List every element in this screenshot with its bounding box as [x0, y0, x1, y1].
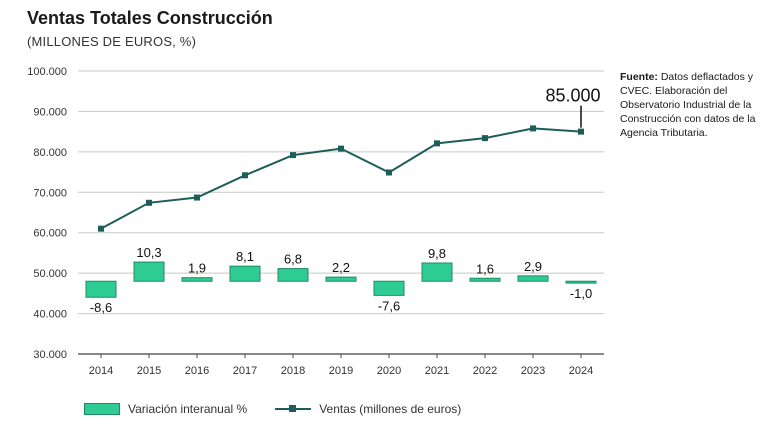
- bar-data-label: -8,6: [90, 300, 112, 315]
- x-tick-label: 2023: [521, 365, 545, 377]
- bar: [517, 275, 549, 282]
- annotation-label: 85.000: [545, 86, 600, 106]
- legend-line-swatch: [275, 403, 312, 415]
- legend-line-label: Ventas (millones de euros): [319, 402, 462, 416]
- grid: [78, 70, 604, 355]
- bar-data-label: 6,8: [284, 252, 302, 267]
- y-tick-label: 80.000: [33, 147, 67, 159]
- line-marker: [98, 225, 104, 232]
- bar-data-label: 1,9: [188, 261, 206, 276]
- bar: [469, 277, 501, 282]
- bar-labels: -8,6 10,3 1,9 8,1 6,8 2,2 -7,6 9,8 1,6 2,9 -1,0: [90, 245, 592, 315]
- chart-subtitle: (MILLONES DE EUROS, %): [27, 34, 197, 49]
- annotation: 85.000: [545, 86, 601, 128]
- bar-data-label: 1,6: [476, 261, 494, 276]
- bar: [133, 261, 165, 282]
- legend-bar-swatch: [84, 403, 120, 415]
- bar-data-label: 8,1: [236, 249, 254, 264]
- bar-data-label: 9,8: [428, 246, 446, 261]
- y-tick-label: 90.000: [33, 106, 67, 118]
- x-axis: 2014 2015 2016 2017 2018 2019 2020 2021 2022 2023…: [89, 354, 593, 377]
- bar: [565, 280, 597, 284]
- x-tick-label: 2014: [89, 365, 113, 377]
- line-marker: [242, 172, 248, 179]
- bar: [325, 276, 357, 282]
- y-tick-label: 60.000: [33, 228, 67, 240]
- line-marker: [290, 152, 296, 159]
- line-marker: [386, 169, 392, 176]
- x-tick-label: 2017: [233, 365, 257, 377]
- bar: [277, 268, 309, 282]
- y-tick-label: 70.000: [33, 187, 67, 199]
- bar: [229, 265, 261, 282]
- legend-bars-label: Variación interanual %: [128, 402, 248, 416]
- line-marker: [338, 145, 344, 152]
- x-tick-label: 2024: [569, 365, 593, 377]
- y-tick-label: 100.000: [27, 66, 67, 78]
- y-tick-label: 30.000: [33, 349, 67, 361]
- bar: [373, 280, 405, 296]
- source-label: Fuente:: [620, 71, 658, 83]
- x-tick-label: 2018: [281, 365, 305, 377]
- legend-item-bars: Variación interanual %: [84, 402, 247, 416]
- line-marker: [146, 199, 152, 206]
- bar-series: [85, 261, 597, 298]
- x-tick-label: 2022: [473, 365, 497, 377]
- bar-data-label: -1,0: [570, 286, 592, 301]
- line-series: [98, 125, 584, 232]
- source-note: Fuente: Datos deflactados y CVEC. Elabor…: [620, 70, 760, 140]
- x-tick-label: 2015: [137, 365, 161, 377]
- bar-data-label: -7,6: [378, 298, 400, 313]
- line-marker: [482, 135, 488, 142]
- y-axis: 30.000 40.000 50.000 60.000 70.000 80.000 90.0…: [27, 66, 67, 361]
- legend: Variación interanual % Ventas (millones …: [84, 402, 489, 416]
- bar: [85, 280, 117, 298]
- chart-title: Ventas Totales Construcción: [27, 8, 273, 28]
- bar: [421, 262, 453, 282]
- line-marker: [194, 194, 200, 201]
- series-line: [100, 127, 582, 230]
- bar-data-label: 10,3: [136, 245, 161, 260]
- legend-item-line: Ventas (millones de euros): [275, 402, 461, 416]
- y-tick-label: 40.000: [33, 309, 67, 321]
- x-tick-label: 2021: [425, 365, 449, 377]
- bar-data-label: 2,9: [524, 259, 542, 274]
- x-tick-label: 2019: [329, 365, 353, 377]
- x-tick-label: 2020: [377, 365, 401, 377]
- y-tick-label: 50.000: [33, 268, 67, 280]
- line-marker: [434, 140, 440, 147]
- bar-data-label: 2,2: [332, 260, 350, 275]
- line-marker: [530, 125, 536, 132]
- line-marker: [578, 128, 584, 135]
- bar: [181, 277, 213, 282]
- x-tick-label: 2016: [185, 365, 209, 377]
- source-text: Datos deflactados y CVEC. Elaboración de…: [620, 71, 756, 139]
